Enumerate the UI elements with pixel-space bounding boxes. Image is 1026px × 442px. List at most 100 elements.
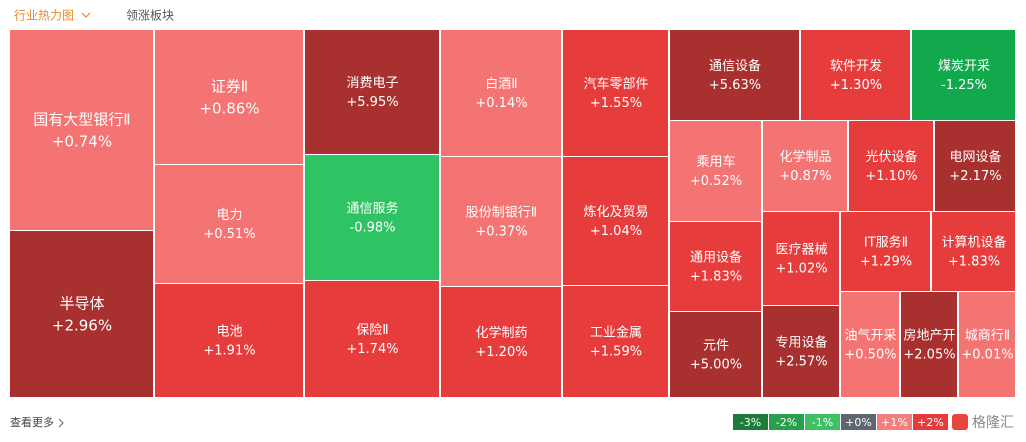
legend-label: -1% [812,416,833,429]
tile-value: +5.00% [690,357,742,372]
tile-value: +1.10% [865,169,917,184]
tile-name: 乘用车 [696,154,735,170]
legend-swatch [913,414,948,430]
tile-value: +2.17% [949,169,1001,184]
tile-name: 半导体 [59,295,104,313]
tile-name: 计算机设备 [941,234,1006,250]
tile-name: 专用设备 [775,334,827,350]
tile-value: +1.74% [346,342,398,357]
tile [912,30,1015,120]
tile-value: -0.98% [350,220,396,235]
tile-name: 保险Ⅱ [356,323,388,338]
tile-name: 电网设备 [949,149,1001,165]
tile [841,212,930,291]
tile-name: 汽车零部件 [583,76,648,92]
tile-value: +2.05% [903,347,955,362]
tile-value: +1.29% [860,254,912,269]
tile-name: 元件 [703,338,729,353]
tile-value: +1.59% [590,344,642,359]
more-link[interactable]: 查看更多 [10,415,54,429]
tile [563,286,668,397]
tile [10,30,153,230]
tile-name: IT服务Ⅱ [864,234,908,250]
tile-name: 国有大型银行Ⅱ [33,111,130,129]
tab-chevron[interactable] [81,12,91,18]
tile-value: +0.87% [779,169,831,184]
tile-name: 通信设备 [709,58,761,74]
tile [155,165,303,283]
tile [763,212,839,305]
legend-swatch [841,414,876,430]
tile [849,121,933,211]
legend-swatch [733,414,768,430]
tile-value: +1.55% [590,96,642,111]
tile-value: +0.86% [199,99,259,117]
tile-name: 油气开采 [844,327,896,343]
tile [763,121,847,211]
tile-name: 电力 [216,208,242,223]
tile [155,30,303,164]
tile-value: +5.63% [709,78,761,93]
more-chevron[interactable] [58,418,64,428]
tile-name: 煤炭开采 [938,59,990,74]
legend-swatch [877,414,912,430]
tile-name: 通用设备 [690,249,742,265]
tile-name: 医疗器械 [775,242,827,257]
tile-value: +0.74% [52,132,112,150]
tile-name: 化学制品 [779,149,831,165]
tile-value: +5.95% [346,95,398,110]
tile-value: +0.01% [961,347,1013,362]
tile [959,292,1015,397]
tile-value: +1.91% [203,343,255,358]
tile [563,30,668,156]
tile [841,292,899,397]
tile-name: 通信服务 [346,200,398,216]
tile-name: 化学制药 [475,325,527,341]
tile-value: +1.83% [948,254,1000,269]
legend-swatch [805,414,840,430]
tile-value: +0.51% [203,227,255,242]
tile [670,312,761,397]
tile [305,281,439,397]
tile-name: 消费电子 [346,76,398,91]
tile [763,306,839,397]
tab[interactable]: 领涨板块 [126,8,174,23]
tile-name: 证券Ⅱ [211,78,248,96]
tile [10,231,153,397]
tile-name: 电池 [216,324,242,339]
tile [441,287,561,397]
tile [155,284,303,397]
tile-name: 房地产开 [903,327,955,343]
tab-active[interactable]: 行业热力图 [14,9,74,23]
logo-icon [952,414,968,430]
legend-swatch [769,414,804,430]
tile [670,30,799,120]
tile [801,30,910,120]
legend-label: +0% [845,416,872,429]
tile-value: +0.37% [475,224,527,239]
tile-value: +0.14% [475,96,527,111]
tile-name: 工业金属 [590,324,642,340]
logo-text: 格隆汇 [972,415,1014,431]
tile-value: +1.20% [475,345,527,360]
tile-value: +1.30% [830,78,882,93]
tile-name: 城商行Ⅱ [965,328,1010,343]
tile-name: 股份制银行Ⅱ [466,205,537,220]
tile-name: 软件开发 [830,58,882,74]
tile [670,121,761,221]
tile-value: +0.50% [844,347,896,362]
tile-name: 炼化及贸易 [583,205,648,220]
tile [901,292,957,397]
tile-value: +1.02% [775,261,827,276]
tile [305,30,439,154]
tile-value: +0.52% [690,174,742,189]
tile [932,212,1015,291]
tile [441,157,561,286]
tile [670,222,761,311]
legend-label: -2% [776,416,797,429]
tile [935,121,1015,211]
tile [305,155,439,280]
tile [563,157,668,285]
tile-value: +2.96% [52,316,112,334]
